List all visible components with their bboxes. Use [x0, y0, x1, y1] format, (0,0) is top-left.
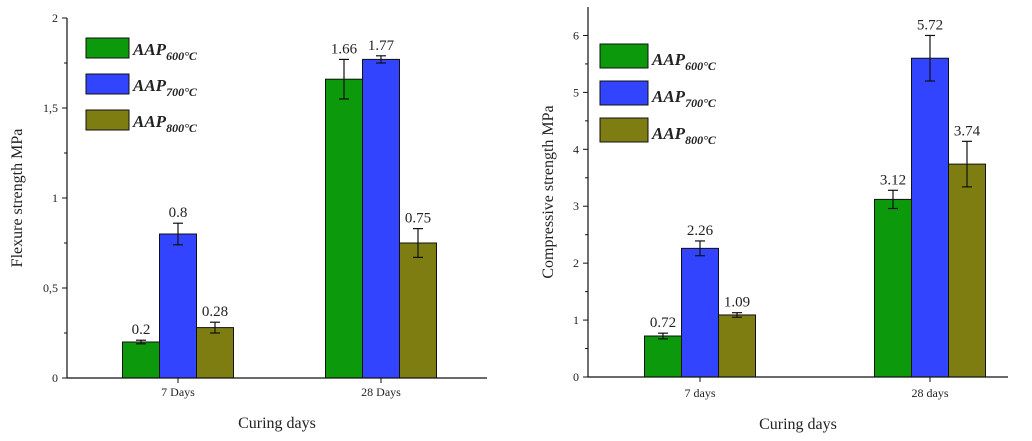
- legend-swatch: [599, 80, 649, 106]
- bar: [681, 247, 719, 378]
- legend-entry: AAP800°C: [651, 124, 717, 147]
- data-label: 3.74: [954, 123, 981, 139]
- legend-swatch: [85, 73, 130, 95]
- y-tick-label: 2: [52, 11, 58, 25]
- legend-entry: AAP600°C: [651, 50, 717, 73]
- legend-swatch: [599, 43, 649, 69]
- bar: [399, 242, 437, 379]
- y-tick-label: 5: [573, 85, 579, 99]
- bar: [948, 163, 986, 378]
- x-axis-title: Curing days: [759, 416, 837, 433]
- y-tick-label: 0,5: [43, 281, 58, 295]
- x-tick-label: 7 days: [685, 386, 716, 400]
- data-label: 1.66: [331, 41, 358, 57]
- x-axis-title: Curing days: [238, 415, 316, 432]
- bar: [325, 78, 363, 379]
- y-tick-label: 3: [573, 199, 579, 213]
- bar: [644, 335, 682, 378]
- data-label: 0.28: [202, 304, 228, 320]
- y-tick-label: 1,5: [43, 101, 58, 115]
- y-tick-label: 0: [573, 370, 579, 384]
- legend-entry: AAP700°C: [651, 87, 717, 110]
- legend: AAP600°C AAP700°C AAP800°C: [599, 43, 717, 147]
- data-label: 1.77: [368, 38, 395, 54]
- legend-swatch: [85, 109, 130, 131]
- data-label: 1.09: [724, 295, 750, 311]
- bar: [122, 341, 160, 379]
- y-axis-title: Flexure strength MPa: [9, 129, 26, 268]
- y-tick-label: 2: [573, 256, 579, 270]
- data-label: 0.2: [132, 322, 151, 338]
- x-tick-label: 7 Days: [161, 385, 195, 399]
- data-label: 0.75: [405, 211, 431, 227]
- legend-entry: AAP700°C: [132, 76, 198, 99]
- legend-entry: AAP600°C: [132, 40, 198, 63]
- legend-entry: AAP800°C: [132, 112, 198, 135]
- legend-swatch: [599, 117, 649, 143]
- chart-2: 0.72 2.26 1.09 7 days 3.12 5.72 3.74 28 days 0 1 2…: [540, 7, 1008, 433]
- bar: [362, 58, 400, 379]
- x-tick-label: 28 Days: [361, 385, 401, 399]
- bar: [159, 233, 197, 379]
- bar: [196, 327, 234, 379]
- data-label: 2.26: [687, 223, 714, 239]
- data-label: 0.72: [650, 315, 676, 331]
- bar: [911, 57, 949, 378]
- y-tick-label: 1: [52, 191, 58, 205]
- y-tick-label: 6: [573, 28, 579, 42]
- data-label: 0.8: [169, 205, 188, 221]
- y-tick-label: 4: [573, 142, 579, 156]
- legend: AAP600°C AAP700°C AAP800°C: [85, 37, 198, 135]
- y-tick-label: 1: [573, 313, 579, 327]
- bar: [874, 198, 912, 378]
- y-tick-label: 0: [52, 371, 58, 385]
- chart-1: 0.2 0.8 0.28 7 Days 1.66 1.77 0.75 28 Days 0 0,5 1…: [9, 11, 487, 432]
- y-axis-title: Compressive strength MPa: [540, 105, 557, 278]
- bar: [718, 314, 756, 378]
- data-label: 3.12: [880, 172, 906, 188]
- legend-swatch: [85, 37, 130, 59]
- data-label: 5.72: [917, 17, 943, 33]
- x-tick-label: 28 days: [912, 386, 949, 400]
